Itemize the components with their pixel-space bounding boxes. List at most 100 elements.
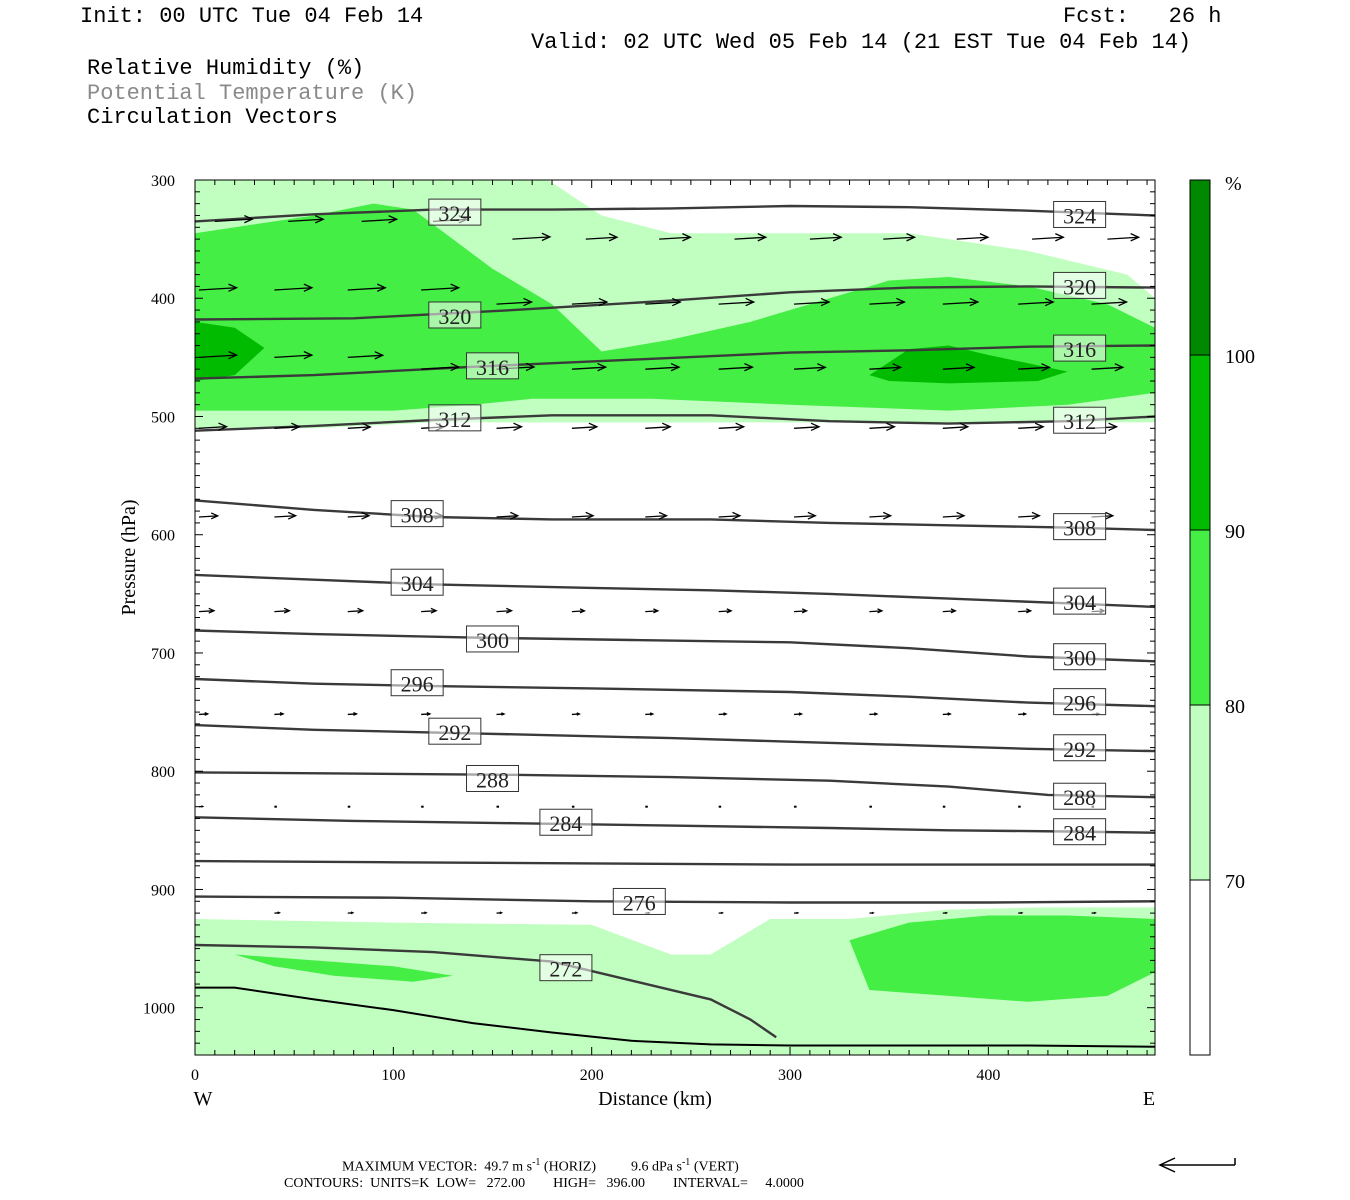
y-tick-label: 600 (151, 528, 175, 545)
vector-arrow (571, 805, 575, 808)
theta-contour-324 (195, 204, 1155, 223)
vector-arrow (198, 607, 216, 614)
vector-arrow (1032, 233, 1065, 242)
vector-arrow (734, 233, 768, 242)
vector-arrow (274, 422, 301, 432)
vector-arrow (645, 297, 682, 307)
vector-arrow (883, 233, 917, 242)
theta-label-312: 312 (1053, 406, 1107, 434)
legend-theta: Potential Temperature (K) (87, 81, 418, 106)
vector-arrow (571, 712, 581, 716)
vector-arrow (571, 422, 599, 432)
vector-arrow (198, 350, 239, 360)
svg-text:284: 284 (1063, 821, 1096, 846)
theta-label-300: 300 (466, 625, 520, 653)
x-tick-label: 100 (381, 1067, 405, 1084)
svg-text:288: 288 (1063, 785, 1096, 810)
x-axis-title: Distance (km) (598, 1088, 712, 1110)
vector-arrow (869, 297, 906, 307)
init-time: Init: 00 UTC Tue 04 Feb 14 (80, 4, 424, 29)
vector-arrow (1091, 363, 1125, 372)
svg-text:324: 324 (438, 201, 471, 226)
vector-arrow (718, 712, 728, 716)
theta-contour-308 (195, 499, 1155, 532)
colorbar-segment (1189, 879, 1211, 1056)
vector-arrow (645, 511, 669, 520)
theta-label-316: 316 (466, 352, 520, 380)
contour-label-layer: 324 324 320 320 316 316 312 312 308 308 304 304 300 3… (390, 198, 1107, 982)
vector-arrow (421, 711, 432, 716)
svg-text:292: 292 (1063, 737, 1096, 762)
vector-arrow (869, 805, 872, 808)
vector-arrow (1018, 608, 1033, 614)
svg-text:316: 316 (1063, 337, 1096, 362)
y-tick-label: 1000 (143, 1001, 175, 1018)
svg-text:272: 272 (549, 957, 582, 982)
theta-contour-276 (195, 895, 1155, 904)
contours-info: CONTOURS: UNITS=K LOW= 272.00 HIGH= 396.… (284, 1176, 804, 1191)
vector-arrow (1018, 363, 1052, 372)
vector-arrow (869, 422, 896, 432)
svg-text:320: 320 (1063, 274, 1096, 299)
vector-arrow (198, 512, 220, 520)
svg-text:304: 304 (401, 571, 434, 596)
vector-arrow (794, 511, 817, 520)
vector-arrow (942, 363, 976, 372)
vector-arrow (869, 511, 893, 520)
vector-arrow (585, 233, 619, 242)
vector-arrow (794, 363, 827, 372)
theta-contour-284 (195, 816, 1155, 834)
vector-arrow (869, 608, 884, 614)
vector-arrow (794, 608, 809, 614)
svg-text:308: 308 (1063, 516, 1096, 541)
theta-label-324: 324 (428, 198, 482, 226)
vector-arrow (274, 350, 314, 360)
theta-label-292: 292 (428, 717, 482, 745)
vector-arrow (718, 511, 742, 520)
vector-arrow (347, 351, 385, 360)
vector-arrow (496, 805, 500, 808)
theta-label-300: 300 (1053, 643, 1107, 671)
vector-arrow (794, 712, 804, 716)
vector-arrow (1018, 911, 1024, 915)
vector-arrow (942, 911, 949, 915)
y-tick-label: 900 (151, 882, 175, 899)
west-label: W (194, 1088, 213, 1110)
x-tick-label: 0 (191, 1067, 199, 1084)
vector-arrow (942, 712, 952, 716)
svg-text:324: 324 (1063, 203, 1096, 228)
vector-arrow (347, 911, 355, 915)
vector-arrow (1091, 911, 1097, 915)
theta-label-296: 296 (390, 669, 444, 697)
vector-arrow (645, 362, 681, 372)
vector-arrow (274, 607, 291, 614)
y-tick-label: 800 (151, 764, 175, 781)
svg-text:300: 300 (476, 628, 509, 653)
y-axis-title: Pressure (hPa) (118, 499, 140, 615)
east-label: E (1143, 1088, 1155, 1110)
svg-text:288: 288 (476, 767, 509, 792)
colorbar: 70 80 90 100% (1189, 173, 1255, 1056)
colorbar-level-label: 70 (1225, 871, 1245, 893)
vector-arrow (794, 911, 800, 915)
legend-vectors: Circulation Vectors (87, 105, 338, 130)
svg-text:296: 296 (1063, 691, 1096, 716)
theta-contour-304 (195, 573, 1155, 609)
x-tick-label: 300 (778, 1067, 802, 1084)
rh-region-80-5 (849, 915, 1155, 1002)
vector-arrow (1018, 297, 1055, 307)
svg-text:276: 276 (623, 890, 656, 915)
vector-arrow (496, 511, 520, 520)
vector-arrow (645, 805, 648, 808)
vector-arrow (496, 297, 534, 307)
theta-label-320: 320 (428, 301, 482, 329)
vector-arrow (347, 805, 351, 808)
colorbar-segment (1189, 354, 1211, 531)
colorbar-level-label: 100 (1225, 346, 1255, 368)
vector-arrow (512, 232, 552, 242)
vector-arrow (571, 911, 579, 915)
theta-contour-292 (195, 723, 1155, 753)
vector-arrow (942, 805, 946, 808)
colorbar-level-label: 90 (1225, 521, 1245, 543)
